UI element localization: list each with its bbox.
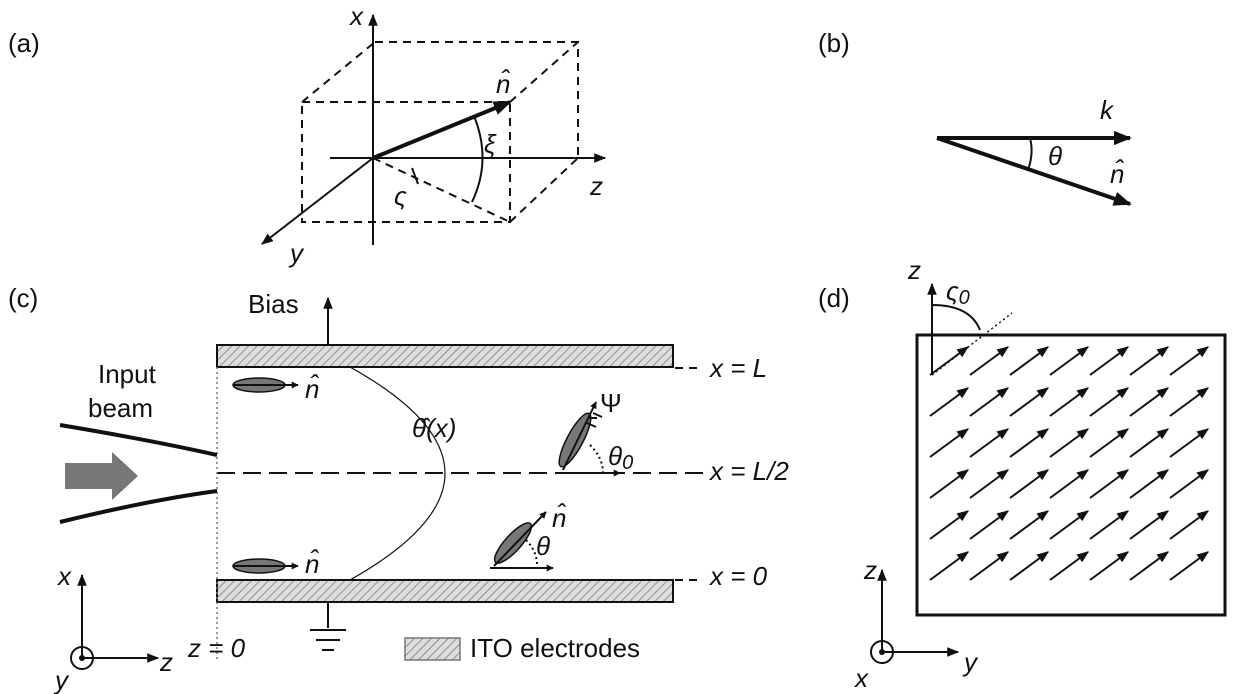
electrode [217, 580, 673, 602]
director-arrow [1010, 470, 1048, 498]
director-arrow [1050, 429, 1088, 457]
panel-a: (a) x z y n̂ ξ ς [8, 1, 605, 268]
panel-b: (b) k θ n̂ [818, 28, 1130, 204]
director-arrow [1050, 347, 1088, 375]
panel-c: (c) Bias Input beam n̂ n̂ θ̂(x) Ψ θ0 [8, 283, 789, 694]
director-arrow [970, 470, 1008, 498]
angle-arc [932, 305, 980, 330]
label: Ψ [600, 388, 622, 418]
director-arrow [1170, 388, 1208, 416]
label: z [589, 171, 603, 201]
label: x = L [708, 353, 767, 383]
label: x = L/2 [708, 456, 789, 486]
director-arrow [1010, 429, 1048, 457]
director-arrow [1050, 552, 1088, 580]
label: n̂ [552, 503, 567, 533]
symbol: ς [946, 276, 959, 306]
panel-d: (d) z ς0 z x y [818, 255, 1225, 693]
label: k [1100, 95, 1115, 125]
director-arrow [1090, 552, 1128, 580]
director-arrow [970, 552, 1008, 580]
panel-tag: (c) [8, 283, 38, 313]
director-arrow [1170, 470, 1208, 498]
director-arrow [1170, 511, 1208, 539]
director-arrow [970, 347, 1008, 375]
label: x [348, 1, 364, 31]
director-arrow [1130, 347, 1168, 375]
director-arrow [930, 388, 968, 416]
director-arrow [1130, 511, 1168, 539]
arrow [937, 138, 1130, 204]
label: θ̂(x) [412, 413, 456, 443]
label: z [907, 255, 921, 285]
director-arrow [1130, 429, 1168, 457]
label: beam [88, 393, 153, 423]
label: n̂ [496, 69, 511, 99]
label: x = 0 [708, 561, 768, 591]
director-arrow [1170, 347, 1208, 375]
director-arrow [1010, 511, 1048, 539]
director-arrow [930, 429, 968, 457]
panel-tag: (b) [818, 28, 850, 58]
label: n̂ [305, 549, 320, 579]
director-arrow [1050, 388, 1088, 416]
label: z [863, 555, 877, 585]
label: n̂ [305, 374, 320, 404]
director-arrow [1050, 470, 1088, 498]
legend-swatch [405, 638, 460, 660]
axis [262, 158, 373, 244]
label: ς [394, 181, 407, 211]
label: n̂ [1110, 159, 1125, 189]
figure: (a) x z y n̂ ξ ς (b) k θ n̂ (c) Bias [0, 0, 1233, 694]
director-arrow [1170, 429, 1208, 457]
director-arrow [970, 511, 1008, 539]
angle-arc [1028, 138, 1032, 170]
director-arrow [1090, 429, 1128, 457]
axis-out [79, 655, 85, 661]
label: y [962, 647, 979, 677]
label: ξ [484, 129, 497, 159]
director-arrow [1130, 388, 1168, 416]
panel-tag: (d) [818, 283, 850, 313]
label: x [853, 663, 869, 693]
director-arrow [1090, 511, 1128, 539]
label: θ [1048, 141, 1062, 171]
director-arrow [970, 388, 1008, 416]
director-arrow [930, 347, 968, 375]
label: θ0 [608, 441, 633, 474]
director-arrow [930, 470, 968, 498]
director-arrow [1010, 347, 1048, 375]
subscript: 0 [622, 452, 633, 474]
label: x [56, 561, 72, 591]
label: θ [536, 531, 550, 561]
label: y [288, 238, 305, 268]
label: z [159, 647, 173, 677]
director-arrow [1090, 388, 1128, 416]
subscript: 0 [959, 287, 970, 309]
director-arrow [1010, 388, 1048, 416]
director-arrow [1050, 511, 1088, 539]
director-arrow [1130, 552, 1168, 580]
director-arrow [1130, 470, 1168, 498]
axis-out [879, 649, 885, 655]
label: Input [98, 359, 157, 389]
director-arrow [1170, 552, 1208, 580]
label: y [53, 665, 70, 694]
symbol: θ [608, 441, 622, 471]
panel-tag: (a) [8, 28, 40, 58]
legend-label: ITO electrodes [470, 633, 640, 663]
director-field [930, 347, 1208, 580]
director-arrow [970, 429, 1008, 457]
director-arrow [930, 552, 968, 580]
director-arrow [930, 511, 968, 539]
director-arrow [1090, 347, 1128, 375]
label: ς0 [946, 276, 970, 309]
label: z = 0 [187, 633, 246, 663]
director-arrow [1010, 552, 1048, 580]
label: Bias [248, 289, 299, 319]
beam-arrow [65, 452, 138, 500]
director-arrow [1090, 470, 1128, 498]
ground [310, 602, 346, 650]
electrode [217, 345, 673, 367]
